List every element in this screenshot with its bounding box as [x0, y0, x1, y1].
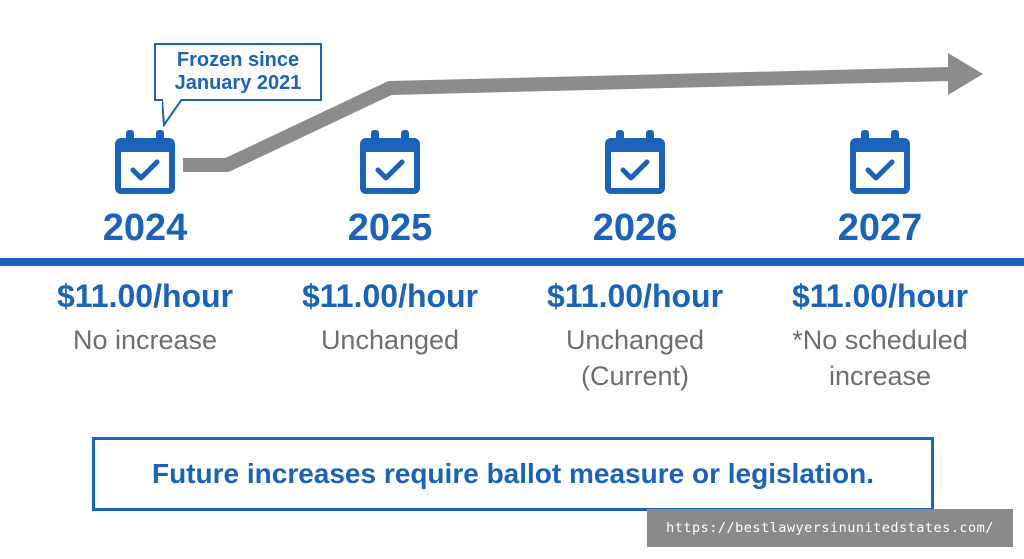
year-column-2026: 2026 — [515, 130, 755, 250]
status-note-line-1: No increase — [72, 325, 218, 355]
status-note-line-2: increase — [828, 361, 932, 391]
price-label: $11.00/hour — [791, 278, 969, 314]
status-note: *No scheduled increase — [760, 322, 1000, 394]
callout-line-1: Frozen since — [176, 49, 300, 71]
calendar-check-icon — [360, 130, 420, 194]
frozen-callout: Frozen since January 2021 — [154, 43, 322, 101]
watermark-text: https://bestlawyersinunitedstates.com/ — [666, 520, 994, 536]
price-label: $11.00/hour — [546, 278, 724, 314]
year-label: 2026 — [592, 207, 678, 249]
year-label: 2025 — [347, 207, 433, 249]
watermark-url: https://bestlawyersinunitedstates.com/ — [647, 509, 1013, 547]
callout-line-2: January 2021 — [174, 72, 302, 94]
calendar-check-icon — [115, 130, 175, 194]
status-note: Unchanged — [270, 322, 510, 358]
footer-note-text: Future increases require ballot measure … — [151, 458, 874, 489]
status-note: Unchanged (Current) — [515, 322, 755, 394]
status-note-line-2: (Current) — [580, 361, 689, 391]
status-note-line-1: Unchanged — [565, 325, 705, 355]
year-label: 2024 — [102, 207, 188, 249]
year-label: 2027 — [837, 207, 923, 249]
calendar-check-icon — [605, 130, 665, 194]
status-note: No increase — [25, 322, 265, 358]
arrow-right-icon — [948, 53, 983, 95]
price-label: $11.00/hour — [301, 278, 479, 314]
year-column-2027: 2027 — [760, 130, 1000, 250]
callout-tail — [162, 99, 183, 127]
status-note-line-1: Unchanged — [320, 325, 460, 355]
year-column-2025: 2025 — [270, 130, 510, 250]
year-column-2024: 2024 — [25, 130, 265, 250]
status-note-line-1: *No scheduled — [792, 325, 968, 355]
price-label: $11.00/hour — [56, 278, 234, 314]
calendar-check-icon — [850, 130, 910, 194]
footer-note-box: Future increases require ballot measure … — [92, 437, 934, 511]
trend-arrow-shaft — [183, 67, 951, 172]
timeline-axis — [0, 258, 1024, 266]
